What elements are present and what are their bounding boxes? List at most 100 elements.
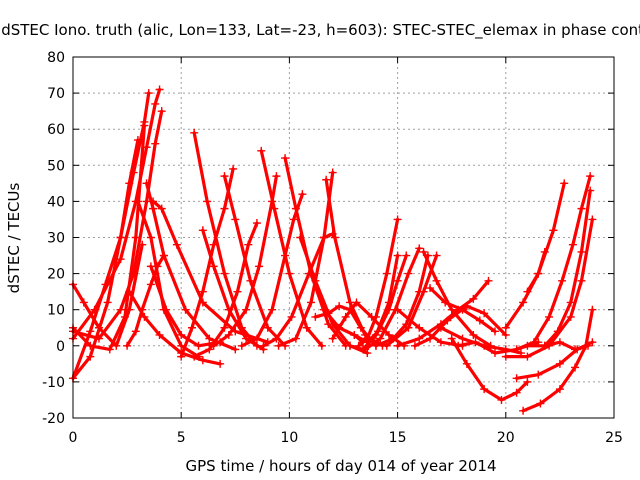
data-point-marker [454, 341, 463, 350]
data-point-marker [198, 287, 207, 296]
data-point-marker [181, 305, 190, 314]
data-point-marker [255, 262, 264, 271]
x-tick-label: 10 [280, 430, 298, 446]
data-point-marker [462, 302, 471, 311]
data-point-marker [415, 287, 424, 296]
data-point-marker [188, 323, 197, 332]
data-point-marker [335, 302, 344, 311]
data-point-marker [571, 345, 580, 354]
data-point-marker [140, 312, 149, 321]
data-point-marker [237, 341, 246, 350]
data-point-marker [159, 251, 168, 260]
data-point-marker [523, 287, 532, 296]
data-point-marker [545, 312, 554, 321]
data-point-marker [361, 345, 370, 354]
plot-frame [72, 56, 615, 419]
data-point-marker [209, 341, 218, 350]
data-point-marker [116, 233, 125, 242]
data-point-marker [534, 269, 543, 278]
y-tick-label: 50 [47, 158, 65, 174]
data-point-marker [389, 334, 398, 343]
data-point-marker [296, 233, 305, 242]
data-point-marker [157, 204, 166, 213]
data-point-marker [354, 341, 363, 350]
data-point-marker [419, 247, 428, 256]
data-point-marker [86, 327, 95, 336]
data-point-marker [142, 179, 151, 188]
data-point-marker [274, 341, 283, 350]
data-point-marker [322, 175, 331, 184]
data-point-marker [415, 323, 424, 332]
data-point-marker [393, 251, 402, 260]
data-point-marker [285, 269, 294, 278]
data-point-marker [86, 341, 95, 350]
data-point-marker [523, 377, 532, 386]
data-point-marker [155, 85, 164, 94]
series-pass-17 [220, 172, 290, 350]
data-point-marker [125, 287, 134, 296]
data-point-marker [432, 276, 441, 285]
data-point-marker [512, 374, 521, 383]
data-point-marker [555, 359, 564, 368]
series-pass-20 [237, 190, 307, 350]
series-line [521, 308, 595, 413]
data-point-marker [328, 168, 337, 177]
data-point-marker [172, 240, 181, 249]
data-point-marker [205, 345, 214, 354]
data-point-marker [129, 168, 138, 177]
data-point-marker [131, 233, 140, 242]
data-point-marker [291, 334, 300, 343]
data-point-marker [415, 244, 424, 253]
series-pass-10 [149, 197, 272, 347]
data-point-marker [480, 385, 489, 394]
x-tick-label: 15 [389, 430, 407, 446]
data-point-marker [242, 305, 251, 314]
data-point-marker [404, 269, 413, 278]
data-point-marker [436, 323, 445, 332]
data-point-marker [220, 172, 229, 181]
data-point-marker [220, 269, 229, 278]
data-point-marker [443, 316, 452, 325]
data-point-marker [523, 341, 532, 350]
data-point-marker [534, 370, 543, 379]
data-point-marker [149, 204, 158, 213]
data-point-marker [490, 327, 499, 336]
series-pass-11 [123, 251, 168, 350]
series-line [145, 181, 237, 351]
data-point-marker [361, 334, 370, 343]
y-tick-label: 0 [56, 339, 65, 355]
x-axis-label: GPS time / hours of day 014 of year 2014 [186, 457, 497, 475]
data-point-marker [272, 172, 281, 181]
data-point-marker [371, 341, 380, 350]
data-point-marker [123, 341, 132, 350]
data-point-marker [523, 352, 532, 361]
data-point-marker [120, 312, 129, 321]
data-point-marker [393, 305, 402, 314]
data-point-marker [220, 204, 229, 213]
data-point-marker [129, 269, 138, 278]
series-line [450, 337, 530, 402]
data-point-marker [320, 305, 329, 314]
series-pass-38 [393, 276, 493, 350]
series-pass-39 [410, 302, 510, 350]
data-point-marker [287, 312, 296, 321]
data-point-marker [289, 215, 298, 224]
series-pass-13 [190, 128, 261, 350]
data-point-marker [252, 334, 261, 343]
y-tick-label: -10 [42, 375, 65, 391]
data-point-marker [259, 341, 268, 350]
data-point-marker [146, 262, 155, 271]
series-line [396, 279, 491, 348]
data-point-marker [209, 262, 218, 271]
data-point-marker [190, 128, 199, 137]
series-pass-14 [177, 164, 238, 361]
data-point-marker [540, 341, 549, 350]
data-point-marker [371, 312, 380, 321]
data-point-marker [553, 327, 562, 336]
data-point-marker [86, 352, 95, 361]
data-point-marker [151, 99, 160, 108]
data-point-marker [151, 139, 160, 148]
data-point-marker [393, 276, 402, 285]
series-line [331, 300, 406, 348]
